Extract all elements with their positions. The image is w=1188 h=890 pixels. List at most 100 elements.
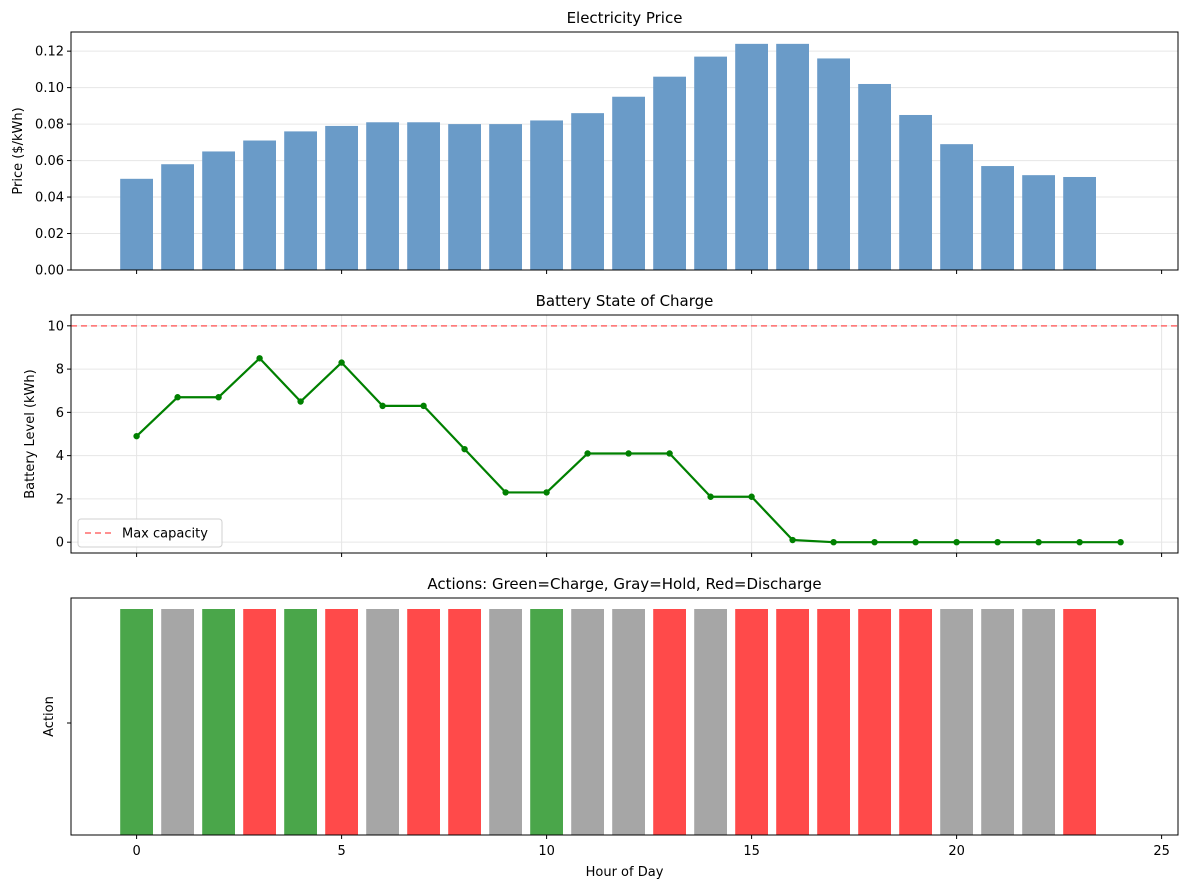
price-bar (817, 58, 850, 270)
price-bar (284, 131, 317, 270)
price-bar (120, 178, 153, 270)
action-bar (776, 609, 809, 835)
action-bar (653, 609, 686, 835)
battery-point (707, 493, 714, 500)
action-bar (817, 609, 850, 835)
x-tick-label: 10 (538, 844, 555, 859)
battery-point (1076, 538, 1083, 546)
action-bar (858, 609, 891, 835)
battery-point (420, 402, 427, 410)
price-bar (612, 96, 645, 271)
y-tick-label: 0.10 (35, 81, 64, 96)
battery-series-line (135, 357, 1121, 544)
battery-point (379, 402, 386, 410)
price-bar (858, 83, 891, 270)
battery-point (502, 489, 509, 496)
battery-point (584, 450, 591, 457)
action-bar (202, 609, 235, 835)
price-bar (899, 114, 932, 271)
price-bar (202, 151, 235, 270)
action-bar (530, 609, 563, 835)
battery-point (133, 432, 140, 440)
y-tick-label: 0.12 (35, 45, 64, 60)
price-bar (448, 124, 481, 271)
action-bar (489, 609, 522, 835)
y-axis-label: Price ($/kWh) (11, 107, 26, 194)
y-tick-label: 4 (56, 449, 64, 464)
battery-point (256, 355, 263, 362)
action-bar (899, 609, 932, 835)
action-bar (735, 609, 768, 835)
battery-point (297, 398, 304, 405)
axes-frame (70, 597, 1179, 836)
price-bar (776, 43, 809, 271)
chart-title: Battery State of Charge (536, 292, 714, 310)
y-ticks: 0 2 4 6 8 10 (47, 319, 71, 551)
action-bar (448, 609, 481, 835)
action-bar (694, 609, 727, 835)
price-bar (407, 122, 440, 270)
price-bar (694, 56, 727, 270)
price-bar (571, 113, 604, 270)
y-tick-label: 10 (47, 319, 64, 334)
action-bar (366, 609, 399, 835)
action-bar (612, 609, 645, 835)
y-tick-label: 0.00 (35, 264, 64, 279)
panel-2: Max capacity 0 2 4 6 8 10 Battery State of Char… (23, 292, 1179, 557)
y-axis-label: Action (42, 696, 57, 737)
action-bar (284, 609, 317, 835)
action-bar (940, 609, 973, 835)
battery-point (953, 538, 960, 546)
price-bar (1022, 175, 1055, 270)
chart-title: Actions: Green=Charge, Gray=Hold, Red=Di… (427, 575, 821, 593)
axes-frame (70, 314, 1179, 554)
y-tick-label: 8 (56, 363, 64, 378)
x-tick-label: 0 (132, 844, 140, 859)
price-bar (1063, 176, 1096, 270)
price-bar (530, 120, 563, 270)
legend: Max capacity (77, 518, 223, 548)
legend-label: Max capacity (122, 527, 208, 542)
action-bars (120, 609, 1096, 835)
action-bar (120, 609, 153, 835)
y-tick-label: 0.06 (35, 154, 64, 169)
action-bar (571, 609, 604, 835)
battery-point (789, 536, 796, 544)
battery-point (1035, 538, 1042, 546)
panel-3: 0 5 10 15 20 25 Actions: Green=Charge, Gray=Ho… (42, 575, 1179, 880)
action-bar (1063, 609, 1096, 835)
action-bar (1022, 609, 1055, 835)
price-bar (981, 166, 1014, 270)
price-bar (366, 122, 399, 270)
battery-point (912, 538, 919, 546)
y-tick-label: 0.04 (35, 191, 64, 206)
action-bar (161, 609, 194, 835)
battery-point (461, 445, 468, 453)
y-tick-label: 0.08 (35, 118, 64, 133)
y-tick-label: 0.02 (35, 227, 64, 242)
price-bar (653, 76, 686, 270)
action-bar (243, 609, 276, 835)
y-tick-label: 0 (56, 536, 64, 551)
battery-point (215, 394, 222, 401)
action-bar (981, 609, 1014, 835)
x-tick-label: 15 (743, 844, 760, 859)
price-bar (735, 43, 768, 271)
price-bar (489, 124, 522, 271)
battery-point (871, 538, 878, 546)
battery-point (625, 450, 632, 457)
price-bars (120, 43, 1096, 271)
chart-title: Electricity Price (567, 9, 683, 27)
x-ticks (136, 553, 1163, 557)
panel-1: 0.00 0.02 0.04 0.06 0.08 0.10 0.12 Electricity … (11, 9, 1179, 279)
battery-point (994, 538, 1001, 546)
x-tick-label: 5 (337, 844, 345, 859)
battery-point (543, 489, 550, 496)
grid (71, 315, 1178, 553)
y-axis-label: Battery Level (kWh) (23, 369, 38, 498)
price-bar (940, 144, 973, 270)
price-bar (243, 140, 276, 270)
axes-frame (70, 31, 1179, 271)
battery-points (133, 355, 1124, 546)
